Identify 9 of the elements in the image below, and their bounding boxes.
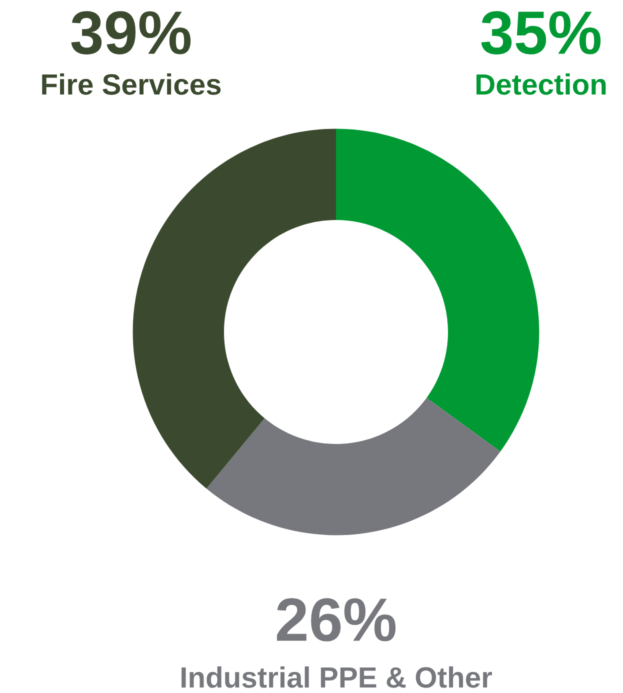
donut-slice (132, 128, 336, 489)
slice-label: Detection (476, 73, 606, 95)
data-label: 35% (481, 11, 601, 54)
donut-slice (336, 128, 540, 452)
data-label: 26% (276, 598, 396, 642)
data-label: 39% (71, 11, 191, 54)
slice-label: Fire Services (42, 73, 221, 95)
donut-slice (206, 398, 500, 536)
slice-label: Industrial PPE & Other (182, 666, 492, 688)
